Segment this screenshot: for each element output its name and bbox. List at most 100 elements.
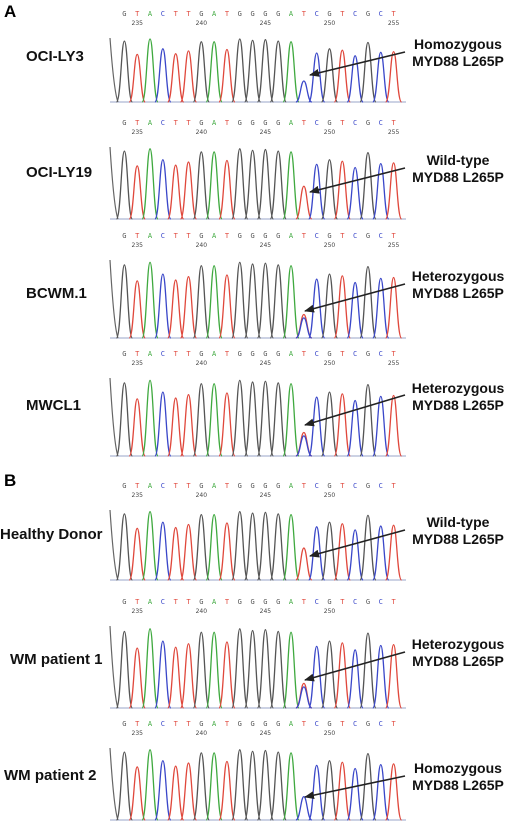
peak-mutant — [295, 80, 313, 103]
base-call-11: G — [263, 10, 267, 18]
base-call-9: G — [238, 350, 242, 358]
base-call-15: C — [315, 482, 319, 490]
annotation-wm-patient-2: Homozygous MYD88 L265P — [398, 760, 518, 794]
base-call-4: T — [174, 598, 179, 606]
base-call-17: T — [340, 350, 345, 358]
base-call-18: C — [353, 482, 357, 490]
annotation-status: Heterozygous — [411, 268, 505, 284]
peak-G — [244, 512, 262, 581]
base-call-16: G — [327, 482, 331, 490]
base-call-7: A — [212, 10, 217, 18]
base-call-3: C — [161, 350, 165, 358]
peak-C — [154, 159, 172, 220]
base-call-12: G — [276, 720, 280, 728]
peak-T — [179, 394, 198, 457]
base-call-5: T — [186, 482, 191, 490]
base-call-3: C — [161, 119, 165, 127]
base-call-21: T — [391, 482, 396, 490]
arrow-wm-patient-2 — [304, 775, 406, 800]
base-call-11: G — [263, 482, 267, 490]
base-call-18: C — [353, 232, 357, 240]
peak-G — [256, 749, 274, 821]
position-label: 250 — [324, 730, 336, 737]
base-call-9: G — [238, 10, 242, 18]
position-label: 235 — [132, 730, 144, 737]
position-label: 250 — [324, 20, 336, 27]
base-call-2: A — [148, 482, 153, 490]
trace-lead — [109, 625, 119, 709]
position-label: 255 — [388, 20, 400, 27]
peak-T — [385, 524, 403, 581]
base-call-4: T — [174, 119, 179, 127]
peak-G — [244, 629, 262, 709]
position-label: 235 — [132, 360, 144, 367]
base-call-21: T — [391, 232, 396, 240]
peak-A — [141, 38, 159, 103]
base-call-4: T — [174, 350, 179, 358]
peak-T — [128, 766, 146, 821]
peak-T — [385, 276, 403, 339]
peak-T — [128, 527, 146, 581]
peak-T — [218, 760, 236, 821]
peak-G — [115, 751, 133, 821]
base-call-13: A — [289, 10, 294, 18]
base-call-7: A — [212, 598, 217, 606]
base-call-2: A — [148, 119, 153, 127]
peak-T — [333, 49, 351, 103]
trace-lead — [109, 37, 119, 103]
peak-wildtype — [295, 547, 313, 581]
base-call-4: T — [174, 232, 179, 240]
position-label: 255 — [388, 360, 400, 367]
base-call-12: G — [276, 119, 280, 127]
peak-G — [244, 149, 262, 220]
peak-T — [218, 641, 236, 709]
peak-C — [308, 163, 326, 220]
sample-label-bcwm1: BCWM.1 — [26, 285, 87, 302]
arrow-oci-ly3 — [309, 51, 406, 77]
base-call-9: G — [238, 232, 242, 240]
sample-label-mwcl1: MWCL1 — [26, 397, 81, 414]
peak-G — [115, 40, 133, 103]
base-call-21: T — [391, 119, 396, 127]
base-call-19: G — [366, 10, 370, 18]
peak-G — [359, 152, 377, 220]
base-call-20: C — [379, 119, 383, 127]
base-call-13: A — [289, 598, 294, 606]
position-label: 235 — [132, 242, 144, 249]
peak-C — [346, 166, 364, 220]
base-call-1: T — [135, 482, 140, 490]
position-label: 240 — [196, 360, 208, 367]
base-call-0: G — [122, 598, 126, 606]
peak-A — [205, 151, 223, 220]
base-call-10: G — [250, 720, 254, 728]
peak-G — [256, 148, 274, 220]
base-call-13: A — [289, 720, 294, 728]
peak-C — [308, 52, 326, 103]
base-call-10: G — [250, 10, 254, 18]
base-call-14: T — [302, 720, 307, 728]
peak-A — [205, 631, 223, 709]
base-call-11: G — [263, 119, 267, 127]
peak-G — [115, 382, 133, 457]
annotation-status: Homozygous — [414, 760, 502, 776]
base-call-13: A — [289, 482, 294, 490]
peak-C — [308, 278, 326, 339]
peak-G — [192, 151, 210, 220]
base-call-7: A — [212, 119, 217, 127]
base-call-20: C — [379, 232, 383, 240]
base-call-10: G — [250, 482, 254, 490]
peak-T — [385, 162, 403, 220]
base-call-11: G — [263, 232, 267, 240]
base-call-8: T — [225, 598, 230, 606]
base-call-15: C — [315, 232, 319, 240]
sample-label-oci-ly19: OCI-LY19 — [26, 164, 93, 181]
peak-T — [179, 762, 198, 821]
peak-A — [141, 379, 159, 457]
base-call-12: G — [276, 482, 280, 490]
peak-C — [154, 640, 172, 709]
peak-T — [179, 161, 198, 220]
position-label: 240 — [196, 730, 208, 737]
